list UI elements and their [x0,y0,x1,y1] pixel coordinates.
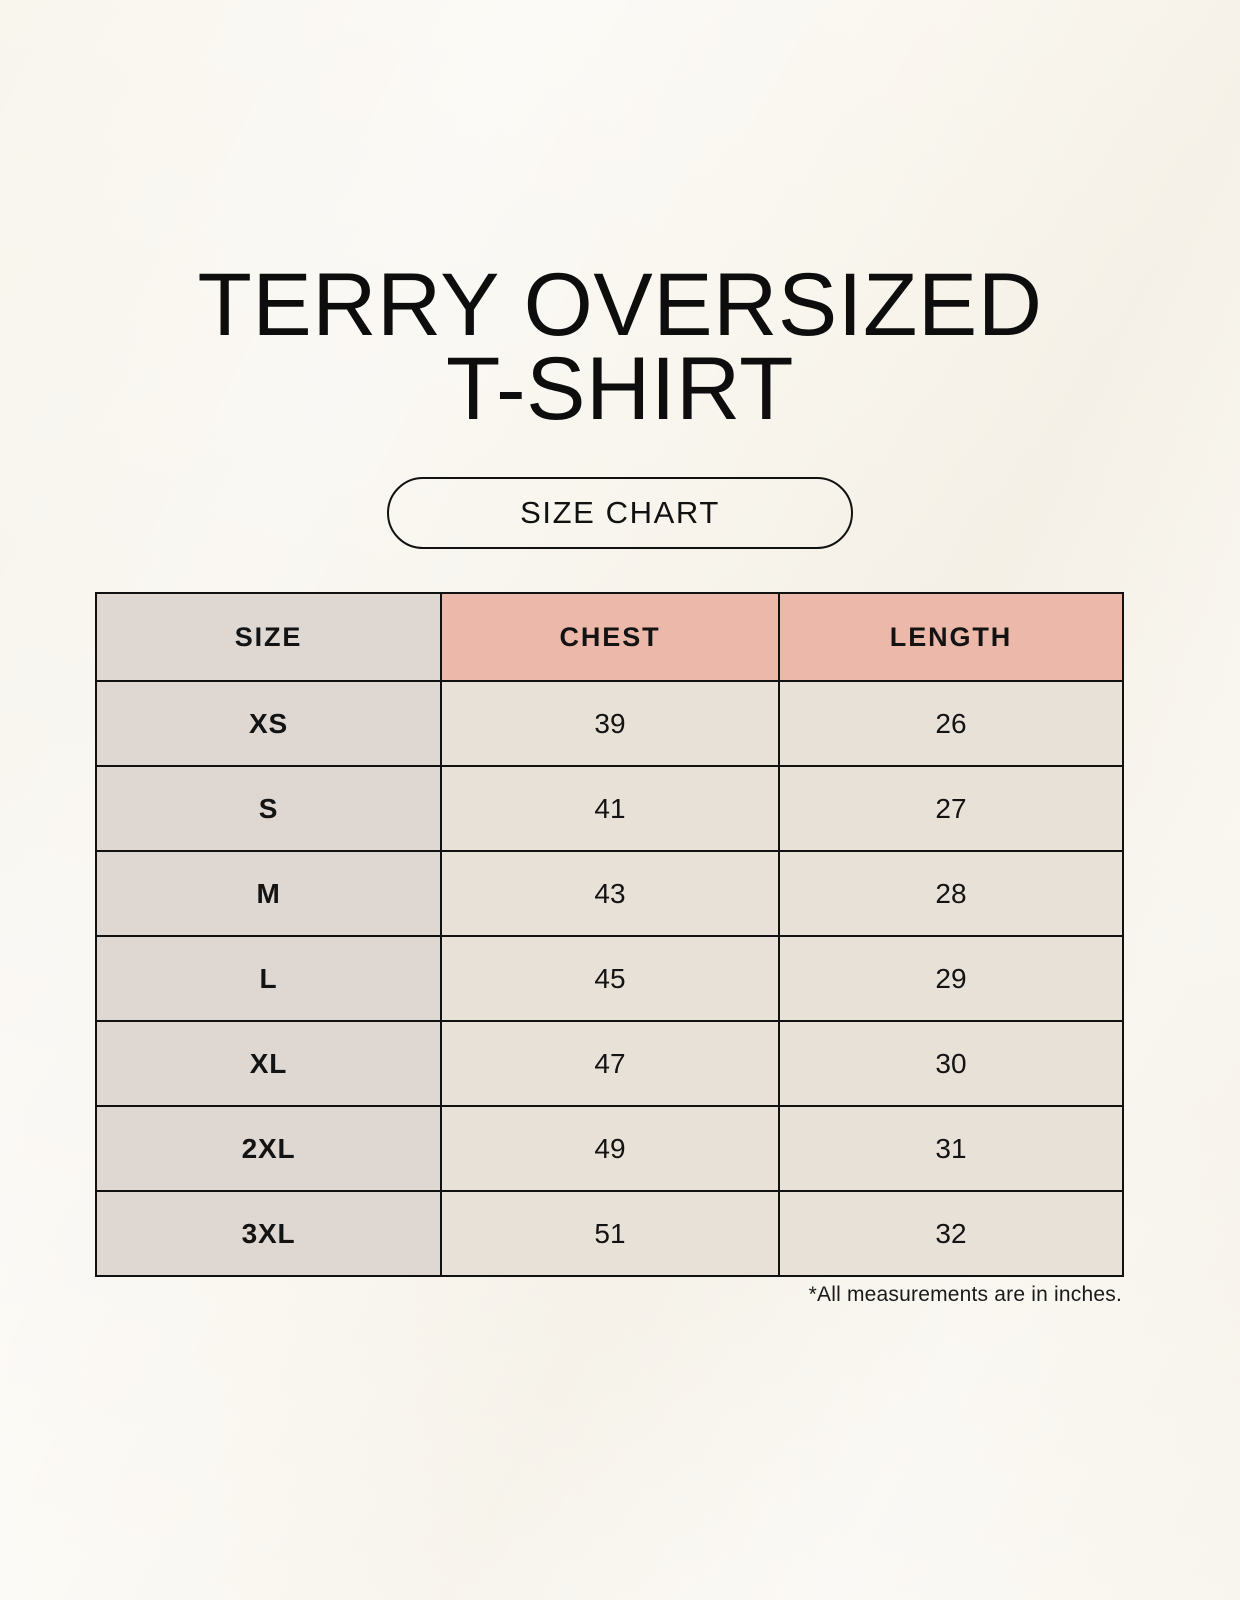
table-body: XS 39 26 S 41 27 M 43 28 L 45 29 XL 47 [95,680,1124,1277]
cell-length: 30 [778,1020,1124,1107]
cell-length: 32 [778,1190,1124,1277]
column-header-chest: CHEST [440,592,780,682]
cell-size: XL [95,1020,442,1107]
size-chart-badge[interactable]: SIZE CHART [387,477,853,549]
table-header: SIZE CHEST LENGTH [95,592,1124,682]
table-row: 3XL 51 32 [95,1190,1124,1277]
cell-size: L [95,935,442,1022]
column-header-size: SIZE [95,592,442,682]
cell-length: 29 [778,935,1124,1022]
size-chart-badge-label: SIZE CHART [520,495,720,530]
title-block: TERRY OVERSIZED T-SHIRT [0,254,1240,438]
table-row: 2XL 49 31 [95,1105,1124,1192]
column-header-length: LENGTH [778,592,1124,682]
table-header-row: SIZE CHEST LENGTH [95,592,1124,682]
measurement-unit-note: *All measurements are in inches. [808,1283,1122,1306]
table-row: XS 39 26 [95,680,1124,767]
page-title: TERRY OVERSIZED T-SHIRT [197,254,1043,438]
cell-length: 28 [778,850,1124,937]
cell-chest: 41 [440,765,780,852]
badge-wrap: SIZE CHART [0,477,1240,549]
cell-length: 26 [778,680,1124,767]
cell-size: XS [95,680,442,767]
table-row: XL 47 30 [95,1020,1124,1107]
cell-size: 2XL [95,1105,442,1192]
cell-chest: 39 [440,680,780,767]
size-chart-table: SIZE CHEST LENGTH XS 39 26 S 41 27 M 43 … [95,592,1124,1277]
cell-size: S [95,765,442,852]
cell-chest: 47 [440,1020,780,1107]
cell-chest: 43 [440,850,780,937]
table-row: L 45 29 [95,935,1124,1022]
cell-length: 27 [778,765,1124,852]
cell-chest: 49 [440,1105,780,1192]
table-row: S 41 27 [95,765,1124,852]
table-row: M 43 28 [95,850,1124,937]
cell-chest: 51 [440,1190,780,1277]
cell-length: 31 [778,1105,1124,1192]
cell-size: M [95,850,442,937]
cell-chest: 45 [440,935,780,1022]
cell-size: 3XL [95,1190,442,1277]
